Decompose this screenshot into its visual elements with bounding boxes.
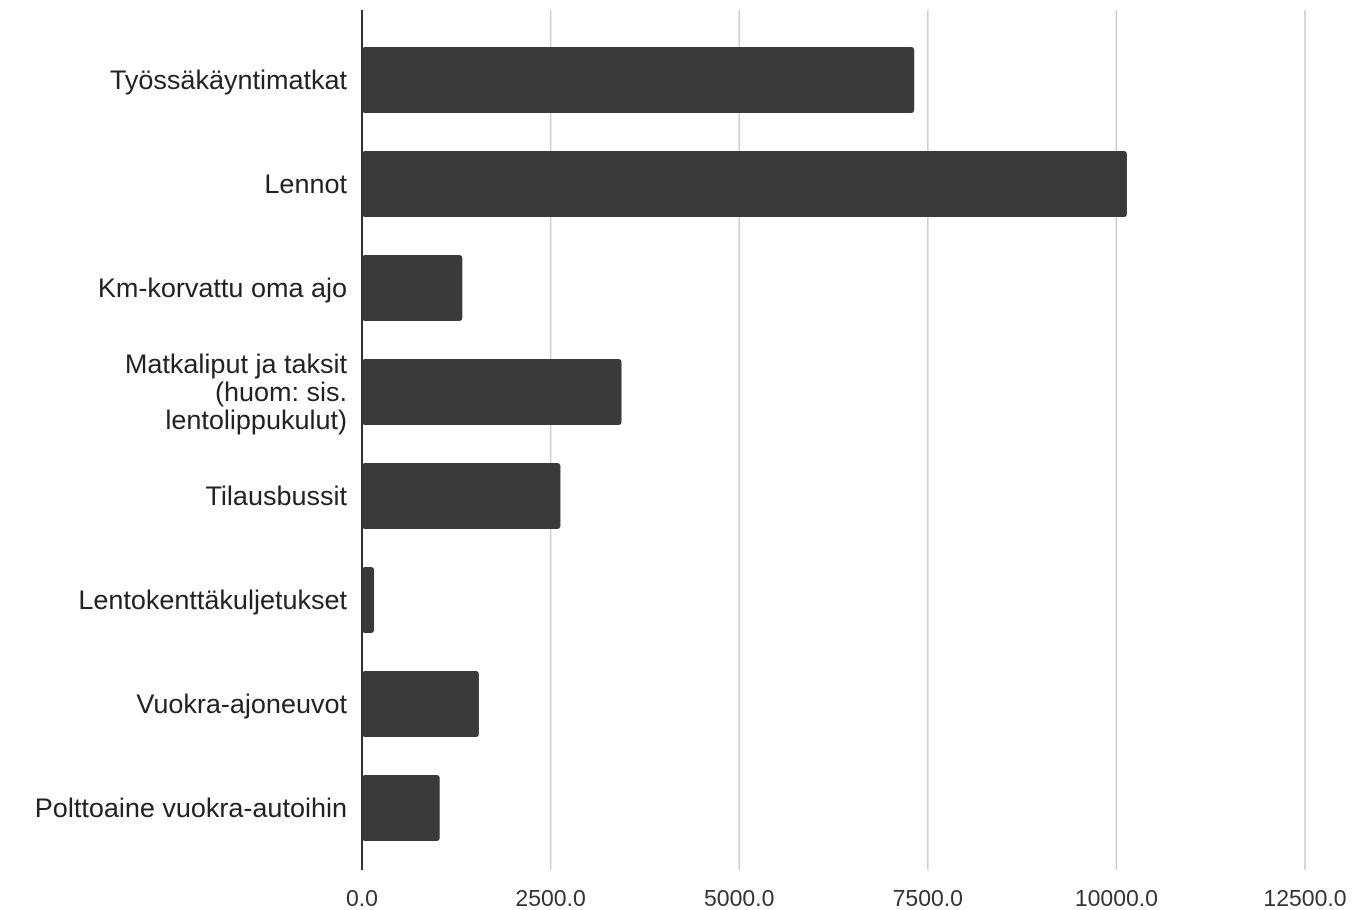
x-tick-label: 10000.0 [1075,885,1158,910]
category-label: Lennot [264,169,347,199]
bar [362,567,375,633]
x-tick-label: 5000.0 [704,885,774,910]
category-label: Työssäkäyntimatkat [110,65,348,95]
x-tick-label: 0.0 [346,885,378,910]
grid-lines [549,10,1306,870]
category-label: Vuokra-ajoneuvot [136,689,347,719]
bar [362,47,915,113]
bar [362,463,561,529]
category-label: Polttoaine vuokra-autoihin [35,793,347,823]
x-tick-label: 7500.0 [893,885,963,910]
bar [362,359,622,425]
bar [362,775,440,841]
category-label: Lentokenttäkuljetukset [78,585,347,615]
bars [362,47,1127,841]
bar [362,671,479,737]
x-tick-label: 2500.0 [515,885,585,910]
category-label: Tilausbussit [205,481,347,511]
category-label: Matkaliput ja taksit (huom: sis. lentolipp… [125,349,348,435]
x-tick-labels: 0.0 2500.0 5000.0 7500.0 10000.0 12500.0 [346,885,1347,910]
x-tick-label: 12500.0 [1263,885,1346,910]
category-labels: Työssäkäyntimatkat Lennot Km-korvattu oma … [35,65,348,823]
bar [362,151,1127,217]
category-label: Km-korvattu oma ajo [98,273,347,303]
bar [362,255,463,321]
